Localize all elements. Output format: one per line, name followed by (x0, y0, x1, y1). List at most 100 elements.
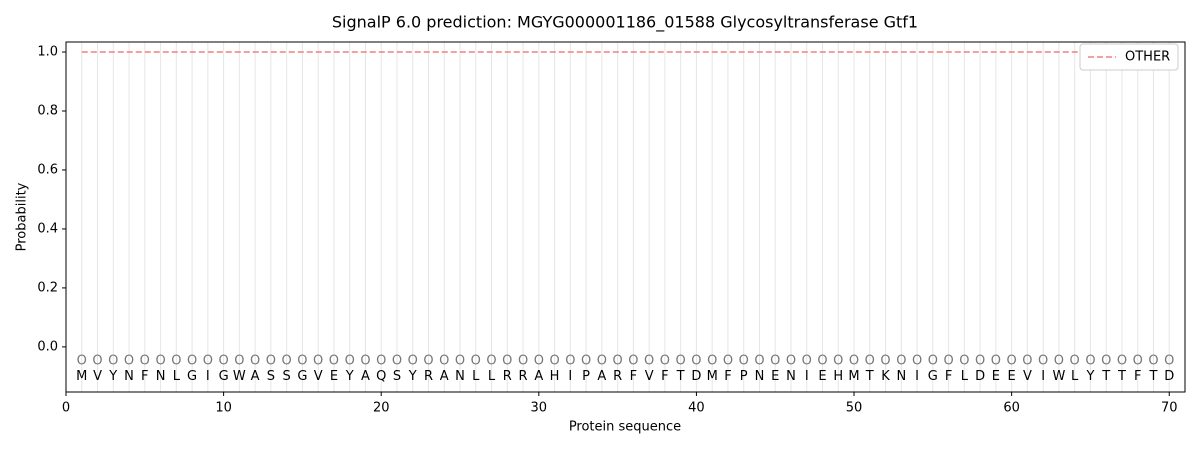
state-label: O (77, 354, 87, 369)
state-label: O (171, 354, 181, 369)
state-label: O (770, 354, 780, 369)
residue-label: G (928, 369, 938, 384)
residue-label: Q (376, 369, 386, 384)
state-label: O (912, 354, 922, 369)
state-label: O (1022, 354, 1032, 369)
state-label: O (959, 354, 969, 369)
state-label: O (313, 354, 323, 369)
state-label: O (597, 354, 607, 369)
residue-label: R (424, 369, 433, 384)
residue-label: R (519, 369, 528, 384)
state-label: O (408, 354, 418, 369)
residue-label: M (707, 369, 718, 384)
residue-label: N (755, 369, 765, 384)
state-label: O (1070, 354, 1080, 369)
state-label: O (392, 354, 402, 369)
state-label: O (1101, 354, 1111, 369)
state-label: O (234, 354, 244, 369)
state-label: O (1054, 354, 1064, 369)
x-tick-label: 10 (215, 401, 232, 416)
y-tick-label: 0.8 (37, 103, 58, 118)
legend: OTHER (1079, 43, 1179, 71)
residue-label: S (267, 369, 275, 384)
state-label: O (943, 354, 953, 369)
state-label: O (660, 354, 670, 369)
y-tick-label: 0.6 (37, 162, 58, 177)
chart-title: SignalP 6.0 prediction: MGYG000001186_01… (332, 13, 918, 33)
residue-label: E (1008, 369, 1016, 384)
state-label: O (108, 354, 118, 369)
state-label: O (345, 354, 355, 369)
residue-label: V (645, 369, 654, 384)
state-label: O (1038, 354, 1048, 369)
state-label: O (896, 354, 906, 369)
residue-label: G (297, 369, 307, 384)
residue-label: T (676, 369, 685, 384)
state-label: O (565, 354, 575, 369)
state-label: O (754, 354, 764, 369)
residue-label: E (771, 369, 779, 384)
state-label: O (297, 354, 307, 369)
residue-label: P (740, 369, 748, 384)
residue-label: V (1023, 369, 1032, 384)
x-tick-label: 30 (531, 401, 548, 416)
residue-label: L (173, 369, 181, 384)
state-label: O (203, 354, 213, 369)
residue-label: F (661, 369, 668, 384)
residue-label: D (1164, 369, 1174, 384)
residue-label: M (848, 369, 859, 384)
state-label: O (865, 354, 875, 369)
x-tick-label: 0 (62, 401, 70, 416)
residue-label: F (724, 369, 731, 384)
state-label: O (423, 354, 433, 369)
residue-label: W (233, 369, 246, 384)
legend-box (1079, 43, 1179, 71)
residue-label: T (1149, 369, 1158, 384)
state-label: O (218, 354, 228, 369)
y-tick-label: 0.0 (37, 339, 58, 354)
legend-label: OTHER (1125, 50, 1170, 65)
plot-frame (65, 41, 1186, 393)
residue-label: L (472, 369, 480, 384)
residue-label: S (393, 369, 401, 384)
state-label: O (849, 354, 859, 369)
state-label: O (991, 354, 1001, 369)
state-label: O (140, 354, 150, 369)
state-label: O (518, 354, 528, 369)
y-tick-label: 0.2 (37, 280, 58, 295)
state-label: O (250, 354, 260, 369)
y-tick-label: 0.4 (37, 221, 58, 236)
residue-label: A (534, 369, 543, 384)
residue-label: M (76, 369, 87, 384)
state-label: O (802, 354, 812, 369)
state-label: O (691, 354, 701, 369)
residue-label: I (206, 369, 210, 384)
state-label: O (1117, 354, 1127, 369)
state-label: O (187, 354, 197, 369)
residue-label: Y (408, 369, 417, 384)
state-label: O (282, 354, 292, 369)
state-label: O (502, 354, 512, 369)
residue-label: V (314, 369, 323, 384)
x-tick-label: 50 (846, 401, 863, 416)
residue-label: E (992, 369, 1000, 384)
residue-label: E (818, 369, 826, 384)
residue-label: H (550, 369, 560, 384)
state-label: O (1148, 354, 1158, 369)
residue-label: Y (108, 369, 117, 384)
residue-label: S (283, 369, 291, 384)
state-label: O (266, 354, 276, 369)
state-label: O (1085, 354, 1095, 369)
residue-label: I (805, 369, 809, 384)
residue-label: Y (1085, 369, 1094, 384)
state-label: O (455, 354, 465, 369)
residue-label: V (93, 369, 102, 384)
residue-label: G (219, 369, 229, 384)
residue-label: W (1052, 369, 1065, 384)
state-label: O (92, 354, 102, 369)
state-label: O (628, 354, 638, 369)
state-label: O (124, 354, 134, 369)
state-label: O (1007, 354, 1017, 369)
residue-label: D (975, 369, 985, 384)
